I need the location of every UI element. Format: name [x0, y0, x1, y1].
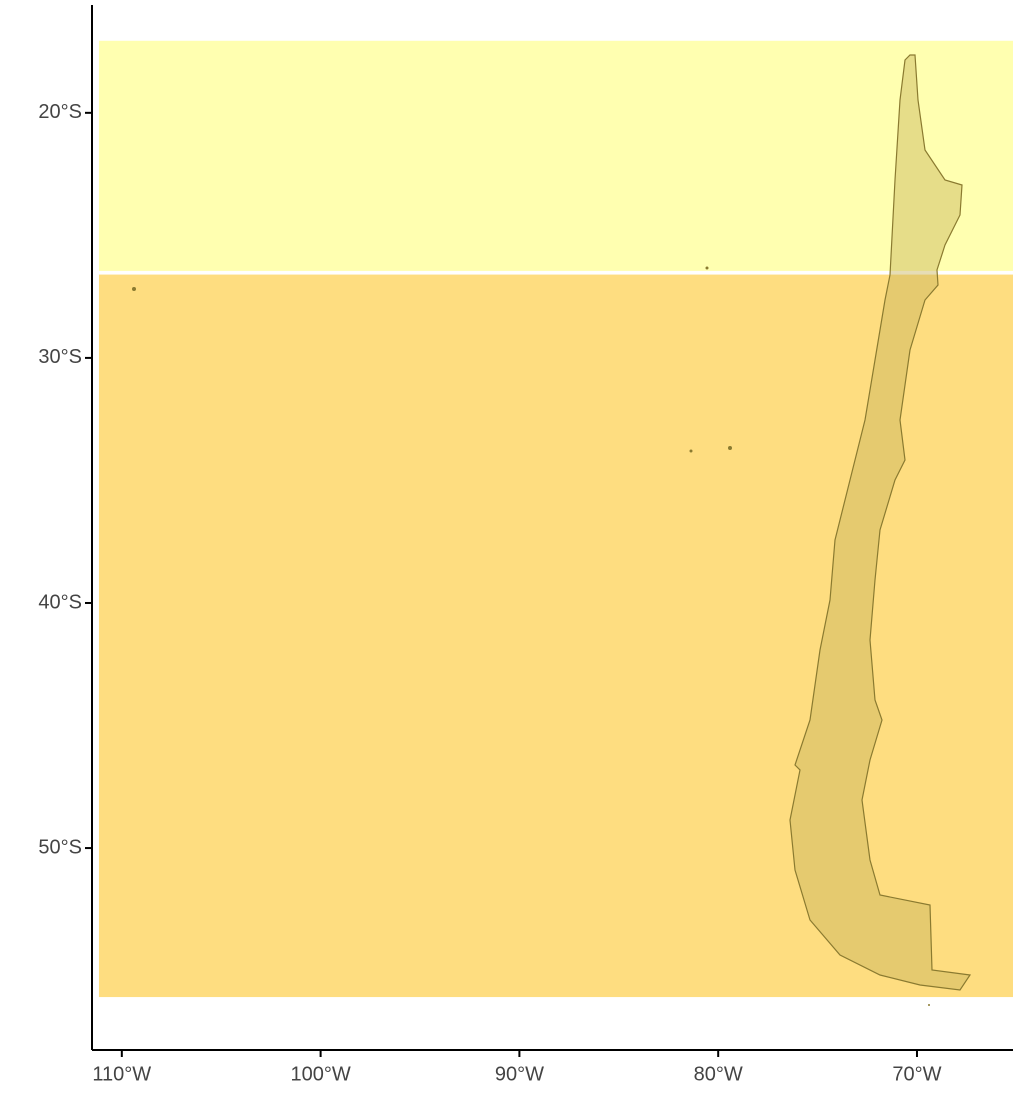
zone — [98, 40, 1013, 271]
y-tick-label: 40°S — [38, 591, 82, 613]
x-tick-label: 90°W — [495, 1063, 544, 1085]
zone — [98, 274, 1013, 998]
y-tick-label: 20°S — [38, 101, 82, 123]
zones — [98, 40, 1013, 998]
x-tick-label: 100°W — [290, 1063, 350, 1085]
country-outline — [789, 54, 972, 991]
x-tick-label: 70°W — [892, 1063, 941, 1085]
x-tick-label: 80°W — [694, 1063, 743, 1085]
y-tick-label: 50°S — [38, 836, 82, 858]
islands — [132, 266, 930, 1006]
y-tick-label: 30°S — [38, 346, 82, 368]
x-tick-label: 110°W — [92, 1063, 151, 1085]
